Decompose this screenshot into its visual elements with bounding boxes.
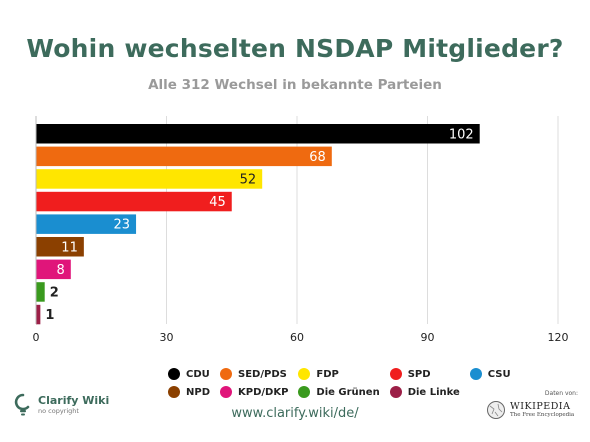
wikipedia-globe-icon [487, 401, 505, 419]
legend-swatch [298, 368, 311, 380]
x-tick-label: 60 [290, 331, 304, 344]
bar-cdu [36, 124, 480, 144]
footer-url[interactable]: www.clarify.wiki/de/ [231, 406, 359, 421]
legend-swatch [298, 386, 311, 398]
legend-label: SED/PDS [238, 368, 287, 380]
source-name: WIKIPEDIA [510, 401, 571, 412]
bar-csu [36, 214, 137, 234]
bar-value-label: 45 [209, 195, 226, 210]
x-tick-label: 90 [421, 331, 435, 344]
legend-item-die-gr-nen: Die Grünen [298, 386, 380, 398]
bar-value-label: 68 [309, 150, 326, 165]
bar-value-label: 102 [449, 127, 474, 142]
legend-label: NPD [186, 386, 210, 398]
legend-label: CDU [186, 368, 210, 380]
bar-spd [36, 191, 232, 212]
legend-swatch [389, 386, 402, 398]
legend-item-csu: CSU [469, 368, 511, 380]
legend-item-sed-pds: SED/PDS [220, 368, 288, 380]
legend-item-kpd-dkp: KPD/DKP [220, 386, 288, 398]
data-source: Daten von: WIKIPEDIA The Free Encycloped… [486, 390, 578, 420]
legend-swatch [220, 368, 232, 380]
chart-title: Wohin wechselten NSDAP Mitglieder? [26, 34, 564, 63]
brand-name: Clarify Wiki [38, 393, 110, 407]
bar-fdp [36, 169, 263, 189]
lightbulb-logo-icon [14, 393, 30, 416]
legend-item-npd: NPD [168, 386, 210, 398]
bar-die-gr-nen [36, 282, 45, 302]
source-label: Daten von: [544, 390, 578, 397]
x-tick-label: 0 [33, 331, 40, 344]
legend-item-die-linke: Die Linke [389, 386, 460, 398]
bar-value-label: 23 [114, 218, 131, 233]
legend-label: CSU [487, 368, 511, 380]
legend-label: KPD/DKP [238, 386, 289, 398]
bar-die-linke [36, 304, 41, 325]
bar-kpd-dkp [36, 259, 71, 280]
chart-legend: CDU SED/PDS FDP SPD CSU NPD KPD/DKP Die Grünen D… [168, 368, 511, 398]
legend-label: Die Linke [407, 386, 460, 398]
bar-npd [36, 237, 84, 257]
legend-item-fdp: FDP [298, 368, 379, 380]
legend-label: SPD [407, 368, 431, 380]
legend-swatch [220, 386, 232, 398]
brand-tagline: no copyright [38, 406, 79, 415]
bar-value-label: 1 [45, 308, 54, 323]
source-tagline: The Free Encyclopedia [510, 412, 575, 418]
bar-value-label: 52 [240, 172, 257, 187]
x-tick-label: 120 [548, 331, 569, 344]
legend-label: FDP [316, 368, 339, 380]
bar-sed-pds [36, 146, 332, 167]
legend-item-cdu: CDU [168, 368, 210, 380]
legend-label: Die Grünen [316, 386, 380, 398]
chart-subtitle: Alle 312 Wechsel in bekannte Parteien [148, 77, 442, 93]
clarify-wiki-brand: Clarify Wiki no copyright [14, 393, 109, 417]
legend-swatch [168, 386, 180, 398]
legend-swatch [389, 368, 402, 380]
bar-value-label: 11 [61, 240, 78, 255]
x-tick-label: 30 [160, 331, 174, 344]
bar-chart: 0 30 60 90 120 102 68 52 45 23 11 8 2 1 [33, 116, 569, 344]
legend-swatch [469, 368, 482, 380]
legend-item-spd: SPD [389, 368, 460, 380]
bar-value-label: 2 [50, 285, 59, 300]
bar-value-label: 8 [57, 263, 65, 278]
legend-swatch [168, 368, 180, 380]
